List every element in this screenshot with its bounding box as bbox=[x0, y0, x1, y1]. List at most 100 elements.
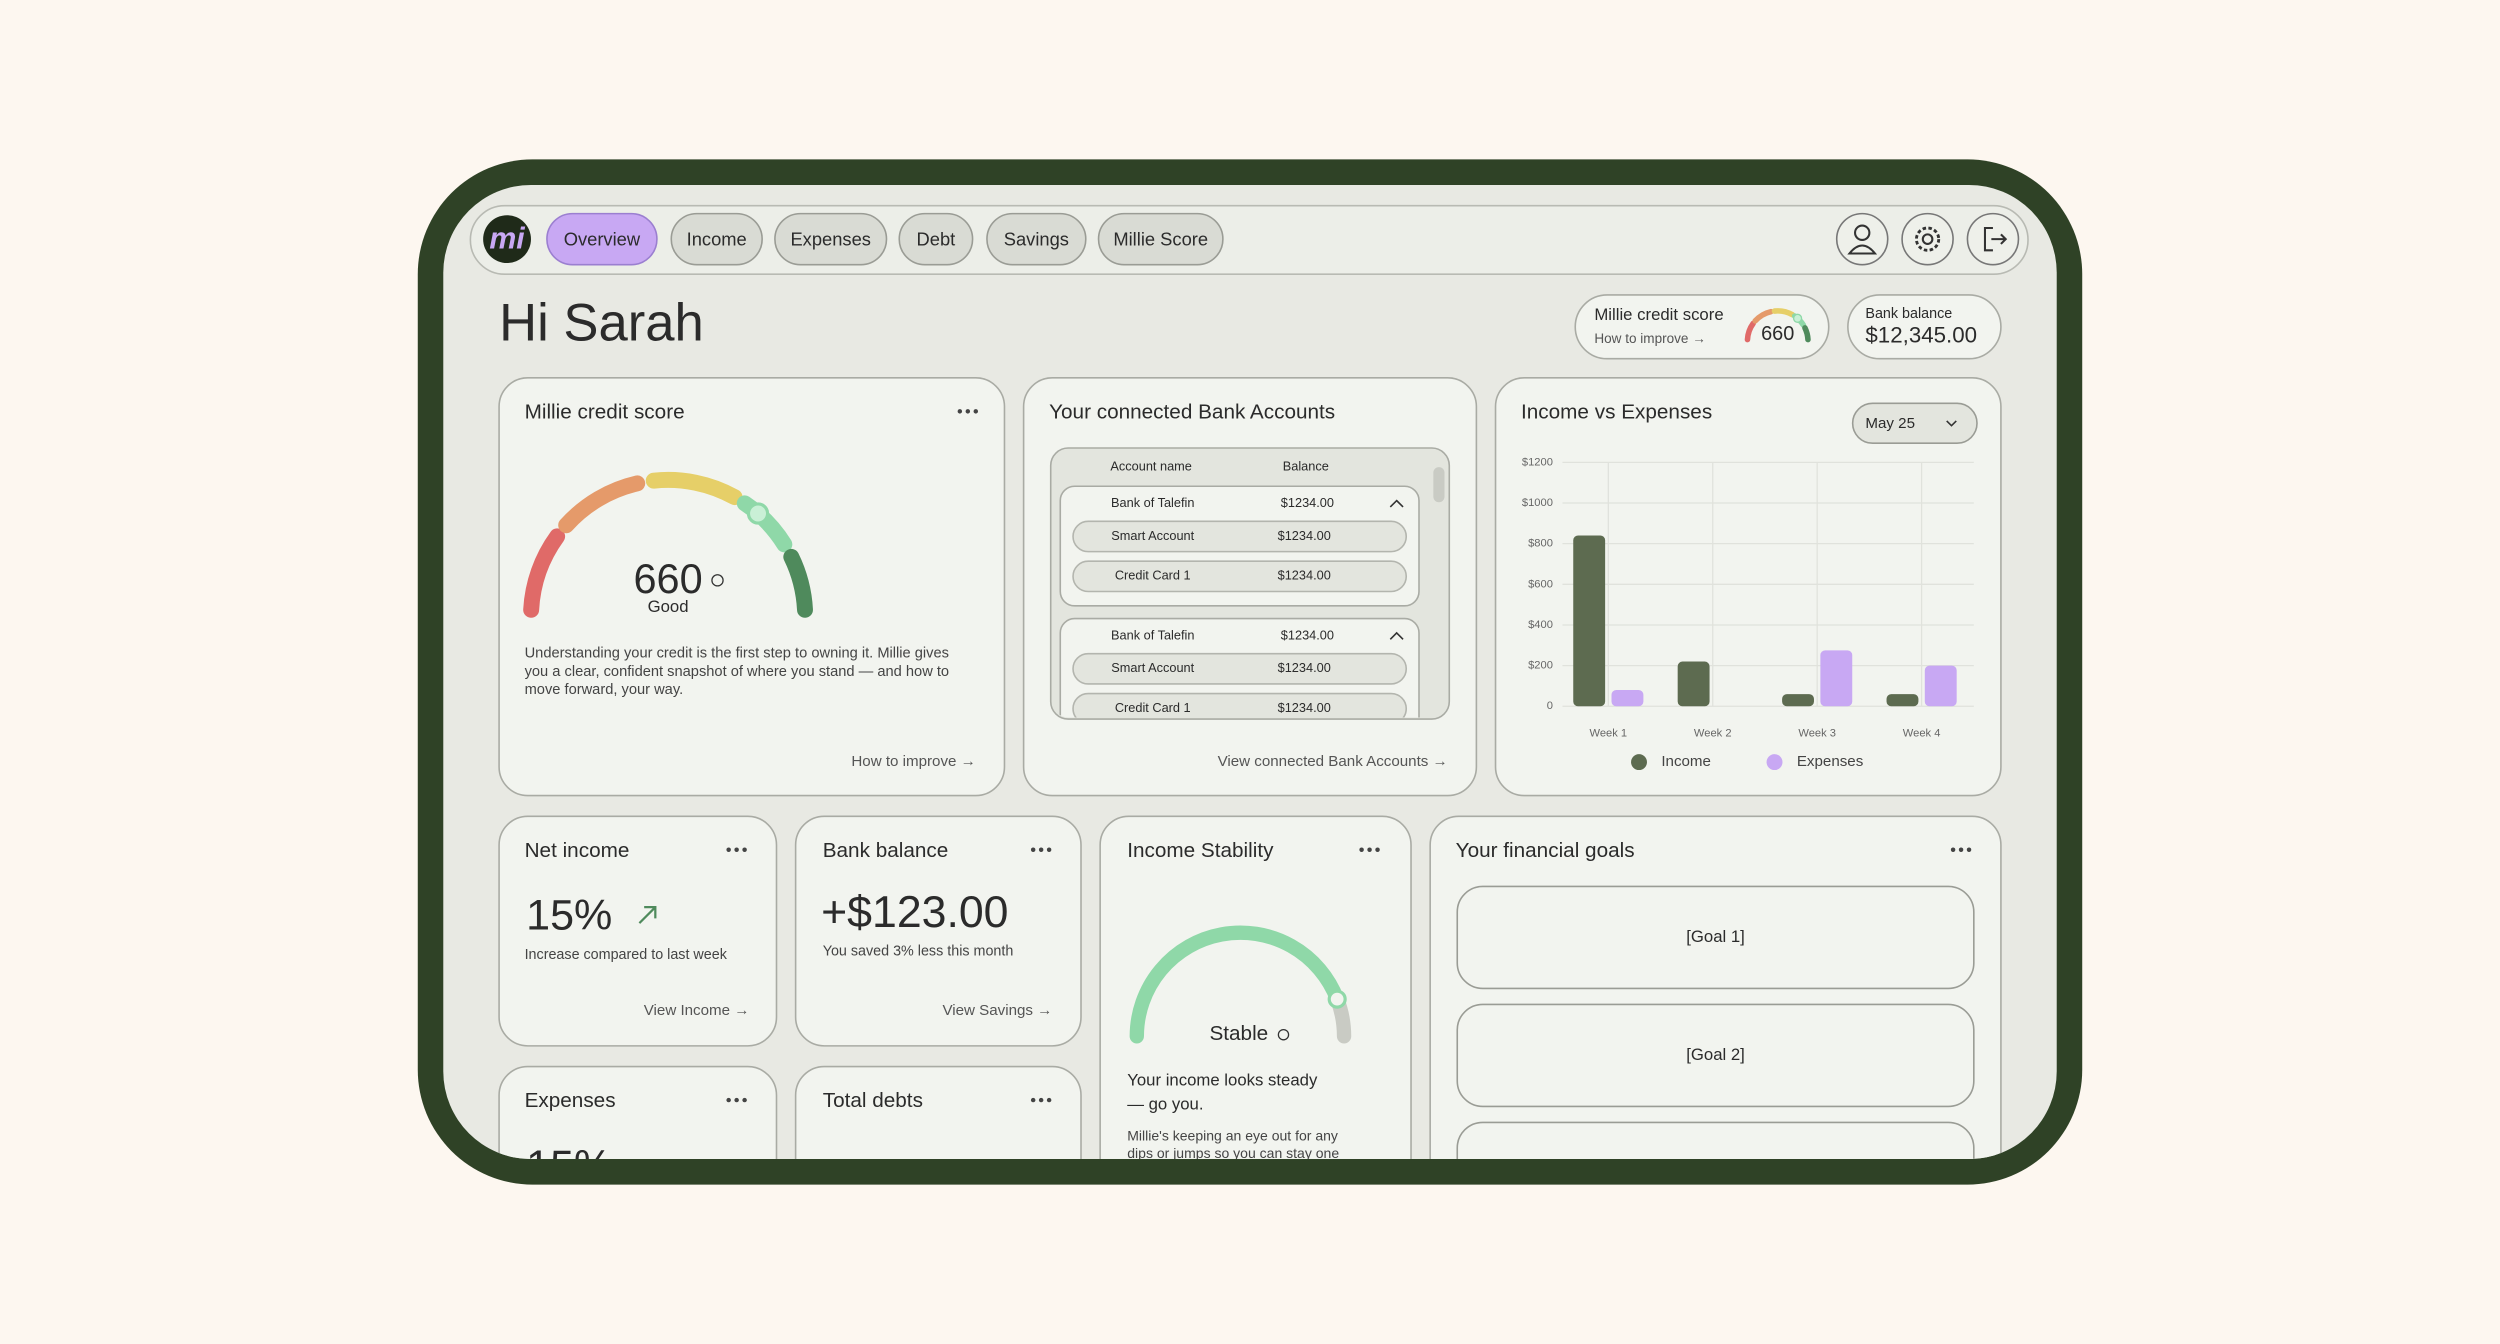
menu-dot bbox=[742, 1097, 747, 1103]
bar bbox=[1886, 694, 1919, 707]
score-pill-label: Millie credit score bbox=[1594, 305, 1723, 324]
account-balance: $1234.00 bbox=[1278, 700, 1331, 715]
expenses-card bbox=[498, 1065, 778, 1160]
menu-dot bbox=[1038, 1097, 1044, 1103]
period-label[interactable]: May 25 bbox=[1865, 415, 1915, 432]
legend-swatch bbox=[1766, 754, 1783, 771]
logo-text: mi bbox=[489, 223, 525, 256]
dropdown-chevron bbox=[1946, 420, 1957, 427]
y-tick-label: 0 bbox=[1547, 700, 1553, 712]
income-stability-card bbox=[1099, 815, 1412, 1160]
gauge-segment bbox=[1744, 320, 1757, 343]
nav-tab-label[interactable]: Savings bbox=[1004, 229, 1069, 250]
credit-rating: Good bbox=[648, 597, 689, 616]
legend-label: Expenses bbox=[1797, 753, 1864, 770]
accounts-rows: Bank of Talefin $1234.00 Smart Account $123… bbox=[1059, 485, 1420, 718]
stability-detail: Millie's keeping an eye out for any bbox=[1127, 1127, 1338, 1143]
chart-title: Income vs Expenses bbox=[1521, 400, 1712, 423]
menu-dot bbox=[1375, 847, 1380, 852]
goal-box[interactable] bbox=[1456, 885, 1975, 990]
nav-tab[interactable] bbox=[670, 212, 763, 266]
column-header: Account name bbox=[1110, 459, 1192, 474]
menu-dot bbox=[1950, 847, 1956, 852]
card-title: Income Stability bbox=[1127, 839, 1274, 862]
gauge-segment bbox=[1752, 308, 1774, 324]
nav-tab[interactable] bbox=[774, 212, 888, 266]
y-tick-label: $1000 bbox=[1522, 497, 1553, 509]
y-tick-label: $600 bbox=[1528, 578, 1553, 590]
account-balance: $1234.00 bbox=[1278, 660, 1331, 675]
gauge-segment bbox=[558, 475, 646, 534]
nav-tab-label[interactable]: Overview bbox=[564, 229, 641, 250]
menu-dot bbox=[965, 409, 971, 414]
account-name: Smart Account bbox=[1111, 528, 1194, 543]
account-row bbox=[1072, 560, 1408, 593]
bank-balance-card bbox=[794, 815, 1082, 1047]
nav-tab-label[interactable]: Debt bbox=[917, 229, 956, 250]
description-line: move forward, your way. bbox=[525, 682, 684, 698]
menu-dot bbox=[726, 1097, 731, 1103]
stability-status: Stable bbox=[1209, 1022, 1268, 1045]
card-link[interactable]: How to improve → bbox=[851, 753, 975, 770]
chevron bbox=[1389, 499, 1404, 508]
menu-dot bbox=[957, 409, 963, 414]
menu-dot bbox=[1046, 1097, 1052, 1103]
y-tick-label: $200 bbox=[1528, 660, 1553, 672]
trend-arrow bbox=[638, 906, 657, 924]
settings-icon bbox=[1914, 226, 1941, 252]
metric-value: 15% bbox=[526, 892, 612, 940]
net-income-card bbox=[498, 815, 778, 1047]
goal-label[interactable]: [Goal 1] bbox=[1686, 927, 1745, 946]
nav-tab[interactable] bbox=[898, 212, 974, 266]
menu-dot bbox=[726, 847, 731, 852]
goal-box[interactable] bbox=[1456, 1003, 1975, 1108]
card-title: Total debts bbox=[823, 1089, 923, 1112]
account-balance: $1234.00 bbox=[1278, 568, 1331, 583]
menu-dot bbox=[1367, 847, 1372, 852]
nav-tab-label[interactable]: Millie Score bbox=[1113, 229, 1208, 250]
chevron bbox=[1389, 631, 1404, 640]
card-link[interactable]: View Savings → bbox=[942, 1002, 1052, 1019]
bank-balance: $1234.00 bbox=[1281, 495, 1334, 510]
score-pill-link[interactable]: How to improve → bbox=[1594, 331, 1705, 346]
nav-tab[interactable] bbox=[1097, 212, 1224, 266]
icon-button[interactable] bbox=[1901, 212, 1954, 266]
x-tick-label: Week 3 bbox=[1798, 727, 1836, 739]
gauge-segment bbox=[783, 548, 813, 618]
score-pill-value: 660 bbox=[1761, 323, 1794, 345]
legend-label: Income bbox=[1661, 753, 1711, 770]
y-tick-label: $800 bbox=[1528, 538, 1553, 550]
period-dropdown[interactable] bbox=[1851, 402, 1978, 445]
card-link[interactable]: View Income → bbox=[644, 1002, 750, 1019]
stability-detail: dips or jumps so you can stay one bbox=[1127, 1145, 1339, 1161]
gauge-knob bbox=[746, 502, 770, 525]
card-link[interactable]: View connected Bank Accounts → bbox=[1218, 753, 1448, 770]
settings-icon bbox=[1921, 233, 1934, 245]
menu-dot bbox=[973, 409, 979, 414]
gauge-segment bbox=[1771, 308, 1796, 318]
credit-score: 660 bbox=[634, 555, 703, 602]
x-tick-label: Week 1 bbox=[1590, 727, 1628, 739]
screen-content: mi Overview Income Expenses Debt Savings Milli… bbox=[469, 204, 2029, 1224]
metric-note: Increase compared to last week bbox=[525, 947, 728, 963]
y-tick-label: $1200 bbox=[1522, 456, 1553, 468]
logout-icon bbox=[1983, 226, 2008, 252]
gauge-knob bbox=[1792, 313, 1803, 323]
card-title: Bank balance bbox=[823, 839, 949, 862]
bank-name: Bank of Talefin bbox=[1111, 495, 1194, 510]
nav-tab[interactable] bbox=[546, 212, 658, 266]
nav-tab-label[interactable]: Income bbox=[687, 229, 747, 250]
info-icon bbox=[711, 574, 724, 587]
nav-tab-label[interactable]: Expenses bbox=[790, 229, 871, 250]
bar bbox=[1820, 650, 1853, 707]
goal-box[interactable] bbox=[1456, 1121, 1975, 1224]
goal-label[interactable]: [Goal 2] bbox=[1686, 1045, 1745, 1064]
card-title: Your financial goals bbox=[1456, 839, 1635, 862]
legend-swatch bbox=[1631, 754, 1647, 771]
menu-dot bbox=[1030, 847, 1036, 852]
balance-pill-label: Bank balance bbox=[1865, 306, 1952, 322]
menu-dot bbox=[734, 847, 739, 852]
menu-dot bbox=[742, 847, 747, 852]
nav-tab[interactable] bbox=[986, 212, 1087, 266]
